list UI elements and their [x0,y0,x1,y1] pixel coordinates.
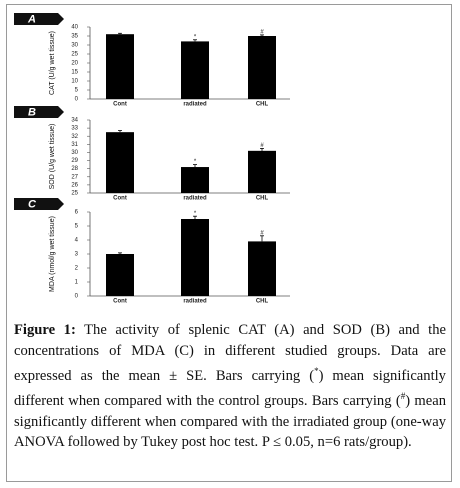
significance-mark: * [194,211,197,217]
y-tick-label: 35 [71,34,78,40]
significance-mark: * [194,34,197,40]
panel-banner [14,13,64,25]
y-tick-label: 34 [71,118,78,124]
y-tick-label: 25 [71,191,78,197]
y-tick-label: 26 [71,182,78,188]
caption-text: The activity of splenic CAT (A) and SOD … [14,322,446,384]
y-tick-label: 32 [71,134,78,140]
bar [181,219,209,296]
caption-label: Figure 1: [14,322,76,338]
y-tick-label: 40 [71,25,78,31]
x-tick-label: radiated [183,299,207,305]
panel-label: C [28,198,37,210]
x-tick-label: radiated [183,102,207,108]
y-tick-label: 5 [75,224,79,230]
bar [248,241,276,296]
y-axis-label: MDA (nmol/g wet tissue) [49,216,56,292]
bar [106,132,134,193]
panel-banner [14,106,64,118]
y-tick-label: 33 [71,126,78,132]
y-axis-label: SOD (U/g wet tissue) [49,124,56,190]
y-tick-label: 28 [71,166,78,172]
x-tick-label: CHL [256,299,269,305]
y-tick-label: 29 [71,158,78,164]
x-tick-label: radiated [183,196,207,202]
y-tick-label: 1 [75,280,79,286]
bar [248,150,276,193]
y-tick-label: 6 [75,210,79,216]
y-axis-label: CAT (U/g wet tissue) [49,31,56,95]
caption-text: ) mean significantly different when comp… [14,367,446,410]
panel-banner [14,198,64,210]
x-tick-label: Cont [113,102,127,108]
y-tick-label: 20 [71,61,78,67]
bar [181,167,209,193]
panel-label: B [28,106,36,118]
caption: Figure 1: The activity of splenic CAT (A… [14,320,446,453]
y-tick-label: 3 [75,252,79,258]
y-tick-label: 27 [71,174,78,180]
y-tick-label: 2 [75,266,79,272]
panel-label: A [27,13,36,25]
caption-superscript: * [314,366,319,376]
y-tick-label: 0 [75,294,79,300]
bar [248,36,276,99]
y-tick-label: 30 [71,43,78,49]
y-tick-label: 31 [71,142,78,148]
significance-mark: # [260,143,264,149]
significance-mark: # [260,230,264,236]
x-tick-label: Cont [113,299,127,305]
x-tick-label: Cont [113,196,127,202]
significance-mark: # [260,29,264,35]
y-tick-label: 10 [71,79,78,85]
figure-frame [6,4,452,482]
significance-mark: * [194,159,197,165]
y-tick-label: 4 [75,238,79,244]
x-tick-label: CHL [256,196,269,202]
x-tick-label: CHL [256,102,269,108]
y-tick-label: 30 [71,150,78,156]
y-tick-label: 5 [75,88,79,94]
caption-superscript: # [400,391,406,402]
y-tick-label: 25 [71,52,78,58]
bar [106,254,134,296]
bar [106,34,134,100]
y-tick-label: 0 [75,97,79,103]
bar [181,41,209,99]
y-tick-label: 15 [71,70,78,76]
caption-text: ) mean significantly different when comp… [14,393,446,451]
